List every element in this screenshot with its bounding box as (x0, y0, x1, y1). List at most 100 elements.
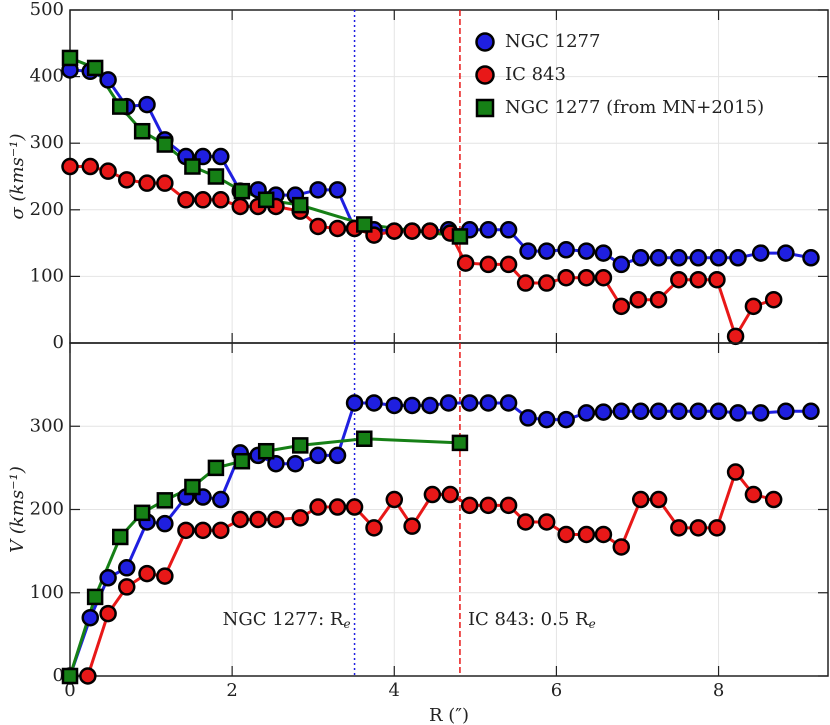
marker (670, 519, 688, 537)
marker (594, 268, 613, 287)
marker (577, 404, 596, 422)
marker (79, 667, 97, 685)
marker (117, 559, 136, 577)
marker (99, 71, 117, 89)
reference-label: IC 843: 0.5 Re (468, 609, 596, 631)
marker (577, 242, 596, 260)
marker (629, 290, 648, 309)
marker (267, 454, 285, 473)
marker (365, 519, 383, 537)
marker (729, 404, 747, 422)
reference-label-text: IC 843: 0.5 R (468, 609, 589, 630)
y-tick-label: 200 (30, 499, 64, 520)
marker (184, 158, 201, 175)
marker (594, 244, 613, 262)
marker (156, 174, 174, 192)
marker (670, 270, 688, 289)
marker (649, 290, 668, 309)
marker (385, 490, 404, 509)
marker (86, 59, 104, 77)
marker (499, 255, 518, 274)
marker (689, 249, 708, 267)
marker (291, 437, 309, 454)
marker (231, 197, 249, 216)
marker (309, 498, 327, 516)
marker (499, 394, 518, 412)
marker (177, 521, 195, 540)
marker (479, 255, 498, 274)
marker (751, 244, 770, 262)
marker (345, 394, 364, 412)
marker (81, 157, 100, 176)
x-tick-label: 4 (389, 680, 400, 701)
marker (612, 402, 631, 421)
marker (557, 268, 575, 287)
marker (117, 578, 136, 596)
marker (421, 222, 439, 240)
marker (519, 242, 537, 260)
marker (61, 49, 79, 67)
marker (802, 249, 820, 267)
marker (81, 608, 100, 627)
marker (708, 519, 726, 537)
marker (365, 394, 383, 412)
marker (356, 216, 373, 233)
marker (709, 402, 728, 421)
marker (156, 567, 174, 585)
marker (156, 492, 174, 509)
marker (441, 485, 459, 504)
marker (257, 442, 275, 460)
marker (291, 509, 309, 527)
marker (689, 519, 708, 537)
marker (764, 490, 783, 509)
marker (451, 434, 469, 452)
plot-frame (69, 9, 829, 344)
marker (777, 244, 795, 262)
reference-label-sub: e (589, 617, 596, 631)
marker (557, 410, 575, 429)
marker (328, 446, 347, 465)
marker (184, 478, 201, 496)
series-line (68, 437, 461, 677)
marker (194, 191, 212, 209)
marker (156, 136, 174, 153)
reference-label: NGC 1277: Re (223, 609, 351, 631)
y-axis-label: V (kms⁻¹) (7, 466, 28, 553)
reference-label-text: NGC 1277: R (223, 609, 344, 630)
marker (777, 402, 795, 421)
marker (328, 498, 347, 516)
marker (577, 525, 596, 544)
marker (403, 517, 421, 535)
marker (499, 496, 518, 515)
y-tick-label: 300 (30, 415, 64, 436)
marker (649, 249, 668, 267)
marker (537, 242, 556, 260)
marker (709, 249, 728, 267)
x-tick-label: 6 (551, 680, 562, 701)
marker (328, 181, 347, 199)
marker (649, 402, 668, 421)
marker (479, 496, 498, 515)
marker (460, 496, 479, 515)
marker (557, 241, 575, 259)
marker (631, 402, 650, 421)
series-line (70, 165, 775, 340)
y-tick-label: 0 (53, 665, 64, 686)
marker (212, 191, 230, 209)
marker (612, 538, 631, 556)
x-tick-label: 0 (64, 680, 75, 701)
plot-frame (69, 342, 829, 677)
marker (194, 521, 212, 540)
reference-label-sub: e (343, 617, 350, 631)
y-axis-label: σ (kms⁻¹) (7, 134, 28, 220)
marker (212, 490, 230, 509)
marker (86, 588, 104, 606)
y-tick-label: 300 (30, 132, 64, 153)
marker (537, 274, 556, 292)
marker (61, 667, 79, 685)
marker (112, 528, 129, 546)
marker (328, 219, 347, 238)
marker (577, 268, 596, 287)
marker (729, 249, 747, 267)
